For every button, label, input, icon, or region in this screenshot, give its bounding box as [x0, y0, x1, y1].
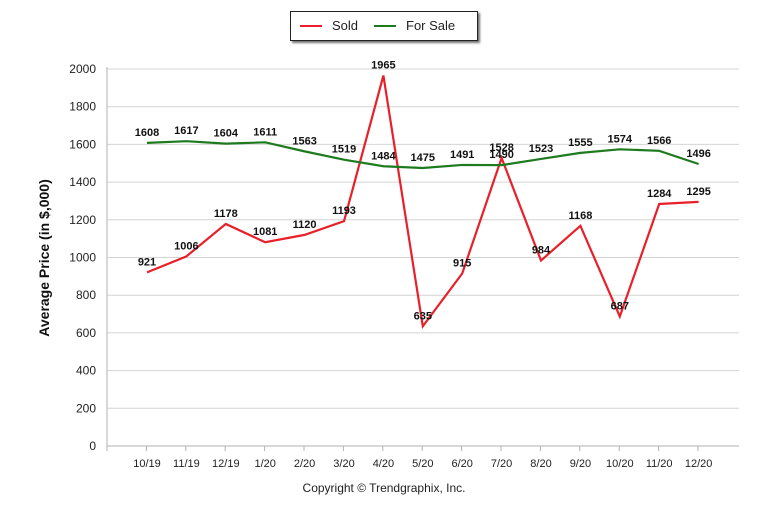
- data-label-for-sale: 1490: [489, 149, 513, 161]
- data-label-for-sale: 1617: [174, 125, 198, 137]
- data-label-sold: 1965: [371, 60, 395, 72]
- data-label-for-sale: 1608: [135, 127, 159, 139]
- x-tick-label: 4/20: [373, 458, 394, 470]
- data-label-for-sale: 1475: [411, 152, 435, 164]
- x-tick-label: 11/19: [173, 458, 200, 470]
- legend-label-for-sale: For Sale: [406, 18, 456, 33]
- y-tick-label: 600: [76, 326, 96, 340]
- data-label-sold: 1193: [332, 205, 356, 217]
- x-tick-label: 8/20: [530, 458, 551, 470]
- data-label-for-sale: 1566: [647, 135, 671, 147]
- x-tick-label: 6/20: [451, 458, 472, 470]
- x-tick-label: 11/20: [646, 458, 673, 470]
- data-label-sold: 1295: [686, 186, 710, 198]
- y-tick-label: 0: [89, 439, 96, 453]
- x-tick-label: 7/20: [491, 458, 512, 470]
- x-tick-label: 12/20: [685, 458, 713, 470]
- x-tick-label: 12/19: [212, 458, 240, 470]
- data-labels: 921 1006 1178 1081 1120 1193 1965 635 915 1528 984…: [135, 60, 711, 323]
- data-label-sold: 635: [414, 310, 432, 322]
- data-label-for-sale: 1523: [529, 143, 553, 155]
- series-line-sold: [146, 75, 699, 330]
- data-label-for-sale: 1563: [292, 135, 316, 147]
- x-tick-label: 1/20: [254, 458, 275, 470]
- x-tick-label: 9/20: [570, 458, 591, 470]
- y-tick-label: 800: [76, 288, 96, 302]
- data-label-sold: 1178: [214, 208, 238, 220]
- x-tick-label: 10/19: [133, 458, 161, 470]
- data-label-sold: 984: [532, 245, 551, 257]
- copyright-footer: Copyright © Trendgraphix, Inc.: [302, 481, 466, 495]
- data-label-sold: 1528: [489, 142, 513, 154]
- data-label-for-sale: 1604: [214, 128, 239, 140]
- data-label-sold: 1006: [174, 240, 198, 252]
- data-label-sold: 921: [138, 256, 156, 268]
- gridlines: [107, 68, 739, 409]
- axes: 0 200 400 600 800 1000 1200 1400 1600 1800 2000 10/…: [69, 62, 739, 470]
- data-label-sold: 687: [611, 301, 629, 313]
- legend-swatch-for-sale: [374, 25, 396, 27]
- data-label-for-sale: 1496: [686, 148, 710, 160]
- y-tick-label: 1600: [69, 137, 96, 151]
- chart-legend: Sold For Sale: [290, 11, 478, 41]
- y-tick-label: 1800: [69, 100, 96, 114]
- y-tick-label: 1000: [69, 251, 96, 265]
- data-label-for-sale: 1611: [253, 126, 277, 138]
- data-label-sold: 1081: [253, 226, 277, 238]
- x-tick-label: 2/20: [294, 458, 315, 470]
- data-label-for-sale: 1574: [608, 133, 633, 145]
- x-tick-label: 5/20: [412, 458, 433, 470]
- x-tick-label: 10/20: [606, 458, 634, 470]
- series-lines: [146, 75, 699, 330]
- y-tick-label: 1200: [69, 213, 96, 227]
- data-label-for-sale: 1491: [450, 149, 474, 161]
- data-label-sold: 1284: [647, 188, 672, 200]
- data-label-sold: 915: [453, 258, 471, 270]
- y-tick-label: 200: [76, 401, 96, 415]
- y-axis-label: Average Price (in $,000): [36, 179, 52, 336]
- y-tick-label: 400: [76, 364, 96, 378]
- data-label-for-sale: 1484: [371, 150, 396, 162]
- legend-swatch-sold: [300, 25, 322, 27]
- data-label-for-sale: 1555: [568, 137, 592, 149]
- legend-label-sold: Sold: [332, 18, 359, 33]
- data-label-for-sale: 1519: [332, 144, 356, 156]
- series-line-for-sale: [146, 140, 699, 170]
- x-tick-label: 3/20: [333, 458, 354, 470]
- y-tick-label: 1400: [69, 175, 96, 189]
- y-tick-label: 2000: [69, 62, 96, 76]
- data-label-sold: 1168: [568, 210, 592, 222]
- data-label-sold: 1120: [293, 219, 317, 231]
